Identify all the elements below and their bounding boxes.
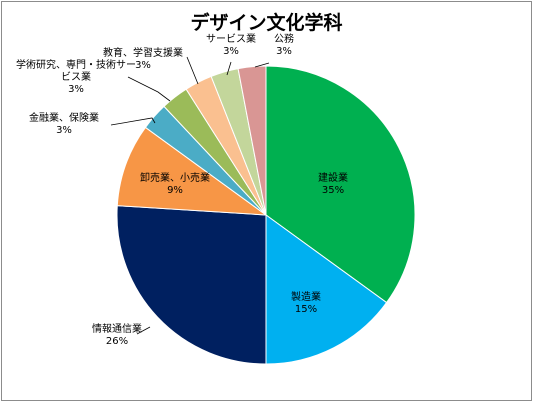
- slice-3-wedge: [116, 205, 267, 365]
- slice-1-value-label: 35%: [322, 185, 344, 196]
- slice-7-category-label: 教育、学習支援業: [103, 46, 183, 59]
- slice-3-value-label: 26%: [106, 336, 128, 347]
- slice-2-category-label: 製造業: [291, 290, 321, 303]
- slice-4-value-label: 9%: [167, 185, 183, 196]
- pie-slices: [116, 65, 416, 365]
- slice-9-value-label: 3%: [276, 46, 292, 57]
- slice-9-leader-line: [254, 62, 270, 68]
- slice-1-category-label: 建設業: [318, 171, 348, 184]
- slice-5-value-label: 3%: [56, 125, 72, 136]
- chart-title: デザイン文化学科: [190, 12, 343, 34]
- slice-8-category-label: サービス業: [206, 32, 256, 45]
- slice-6-category-label: ビス業: [61, 70, 91, 83]
- slice-5-category-label: 金融業、保険業: [29, 111, 99, 124]
- slice-6-leader-line: [127, 76, 171, 102]
- slice-5-leader-line: [110, 117, 156, 126]
- slice-2-wedge: [265, 214, 388, 365]
- slice-7-value-label: 3%: [135, 60, 151, 71]
- slice-3-leader-line: [136, 326, 151, 335]
- slice-8-leader-line: [226, 61, 232, 76]
- slice-4-wedge: [116, 126, 268, 216]
- slice-9-wedge: [237, 65, 267, 216]
- slice-4-category-label: 卸売業、小売業: [140, 171, 210, 184]
- slice-6-category-label: 学術研究、専門・技術サー: [16, 58, 136, 71]
- slice-3-category-label: 情報通信業: [92, 322, 142, 335]
- leader-lines: [110, 56, 270, 335]
- slice-9-category-label: 公務: [274, 32, 294, 45]
- slice-6-value-label: 3%: [68, 84, 84, 95]
- slice-labels: 建設業35%製造業15%情報通信業26%卸売業、小売業9%金融業、保険業3%学術…: [16, 32, 348, 347]
- slice-7-leader-line: [186, 56, 199, 85]
- slice-1-wedge: [265, 65, 416, 304]
- slice-2-value-label: 15%: [295, 304, 317, 315]
- slice-8-value-label: 3%: [223, 46, 239, 57]
